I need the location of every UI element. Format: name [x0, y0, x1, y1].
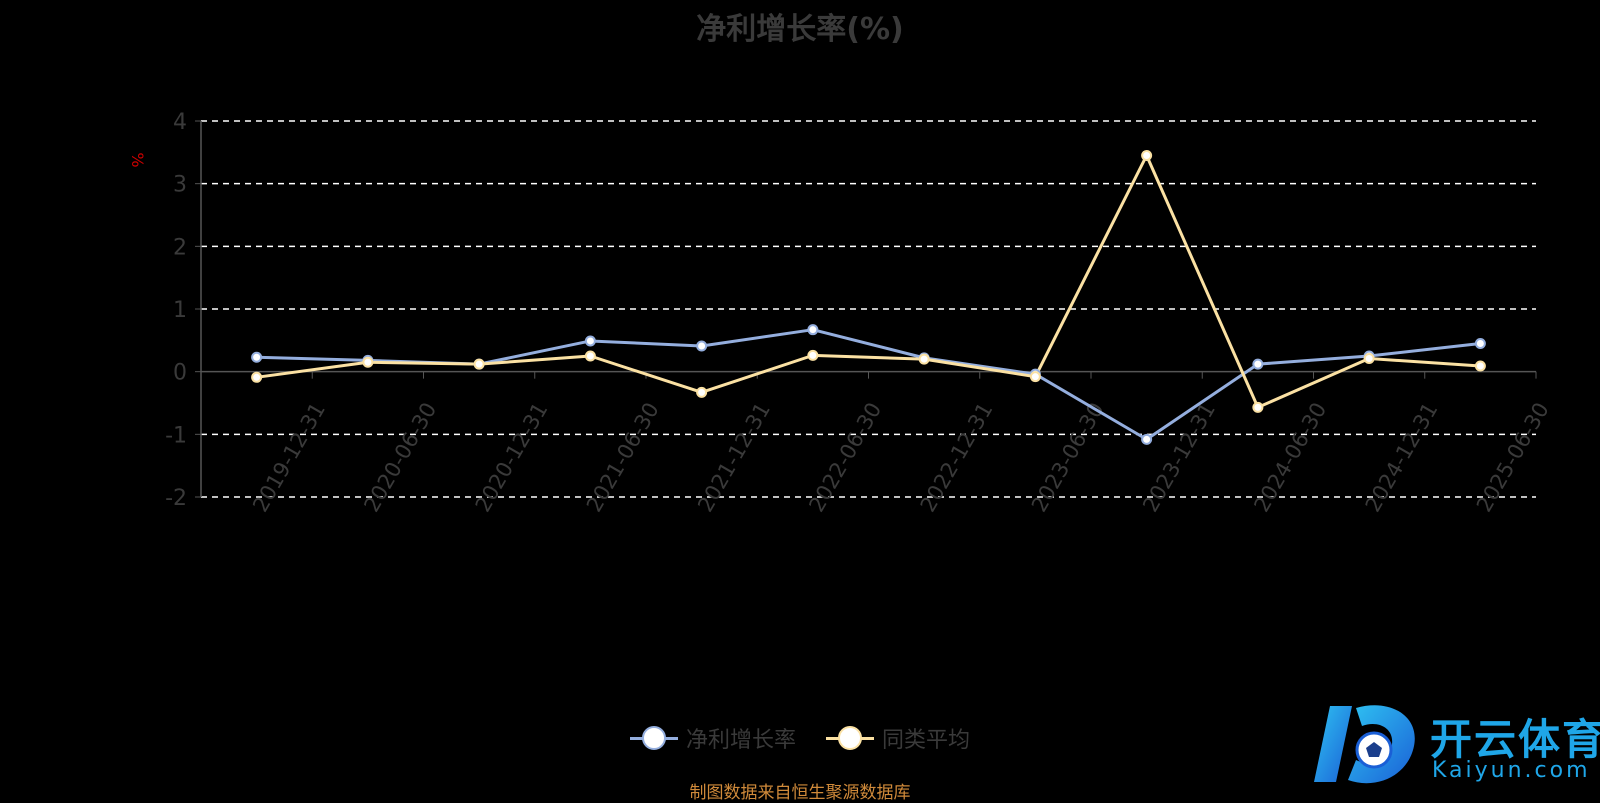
data-point[interactable] [696, 340, 708, 352]
data-point[interactable] [362, 356, 374, 368]
legend-symbol [826, 725, 874, 751]
data-point[interactable] [473, 358, 485, 370]
y-tick-label: 0 [173, 361, 187, 386]
data-point[interactable] [1474, 360, 1486, 372]
x-tick-label: 2024-06-30 [1249, 398, 1331, 516]
data-point[interactable] [251, 371, 263, 383]
data-point[interactable] [696, 386, 708, 398]
series-line-1 [256, 153, 1481, 409]
legend-item-net-profit[interactable]: 净利增长率 [629, 722, 796, 754]
logo-emblem-icon [1314, 705, 1415, 784]
y-tick-label: -1 [165, 423, 187, 448]
y-tick-label: 4 [173, 110, 187, 135]
data-point[interactable] [584, 335, 596, 347]
data-point[interactable] [1252, 358, 1264, 370]
axes: -2 -1 0 1 2 3 4 2019-12-31 2020-06-30 2020-12-31 2… [165, 110, 1554, 516]
x-tick-label: 2020-12-31 [471, 398, 553, 516]
data-point[interactable] [1029, 371, 1041, 383]
chart-title: 净利增长率(%) [696, 12, 904, 47]
data-point[interactable] [251, 351, 263, 363]
y-tick-label: -2 [165, 486, 187, 511]
logo-text-cn: 开云体育 [1430, 715, 1600, 764]
legend: 净利增长率 同类平均 [0, 718, 1600, 758]
kaiyun-logo: 开云体育 Kaiyun.com [1312, 698, 1600, 790]
series [251, 149, 1486, 445]
data-point[interactable] [1141, 433, 1153, 445]
logo-text-en: Kaiyun.com [1432, 758, 1591, 783]
x-tick-label: 2020-06-30 [359, 398, 441, 516]
x-tick-label: 2025-06-30 [1472, 398, 1554, 516]
data-point[interactable] [807, 324, 819, 336]
data-point[interactable] [1474, 337, 1486, 349]
legend-label: 净利增长率 [685, 728, 796, 753]
grid-lines [201, 120, 1536, 498]
y-tick-label: 1 [173, 298, 187, 323]
data-point[interactable] [1252, 401, 1264, 413]
data-point[interactable] [584, 350, 596, 362]
legend-item-peer-average[interactable]: 同类平均 [826, 722, 970, 754]
x-tick-label: 2021-12-31 [693, 398, 775, 516]
y-tick-label: 2 [173, 235, 187, 260]
y-tick-label: 3 [173, 173, 187, 198]
legend-label: 同类平均 [882, 728, 971, 753]
data-point[interactable] [1141, 149, 1153, 161]
data-source-note: 制图数据来自恒生聚源数据库 [689, 783, 911, 803]
data-point[interactable] [918, 353, 930, 365]
x-tick-label: 2022-06-30 [804, 398, 886, 516]
legend-symbol [629, 725, 678, 751]
x-tick-label: 2024-12-31 [1361, 398, 1443, 516]
x-tick-label: 2023-06-30 [1027, 398, 1109, 516]
x-tick-label: 2021-06-30 [582, 398, 664, 516]
data-point[interactable] [807, 349, 819, 361]
x-tick-label: 2022-12-31 [916, 398, 998, 516]
data-point[interactable] [1363, 353, 1375, 365]
x-tick-label: 2019-12-31 [248, 398, 330, 516]
y-axis-label: % [128, 152, 147, 167]
